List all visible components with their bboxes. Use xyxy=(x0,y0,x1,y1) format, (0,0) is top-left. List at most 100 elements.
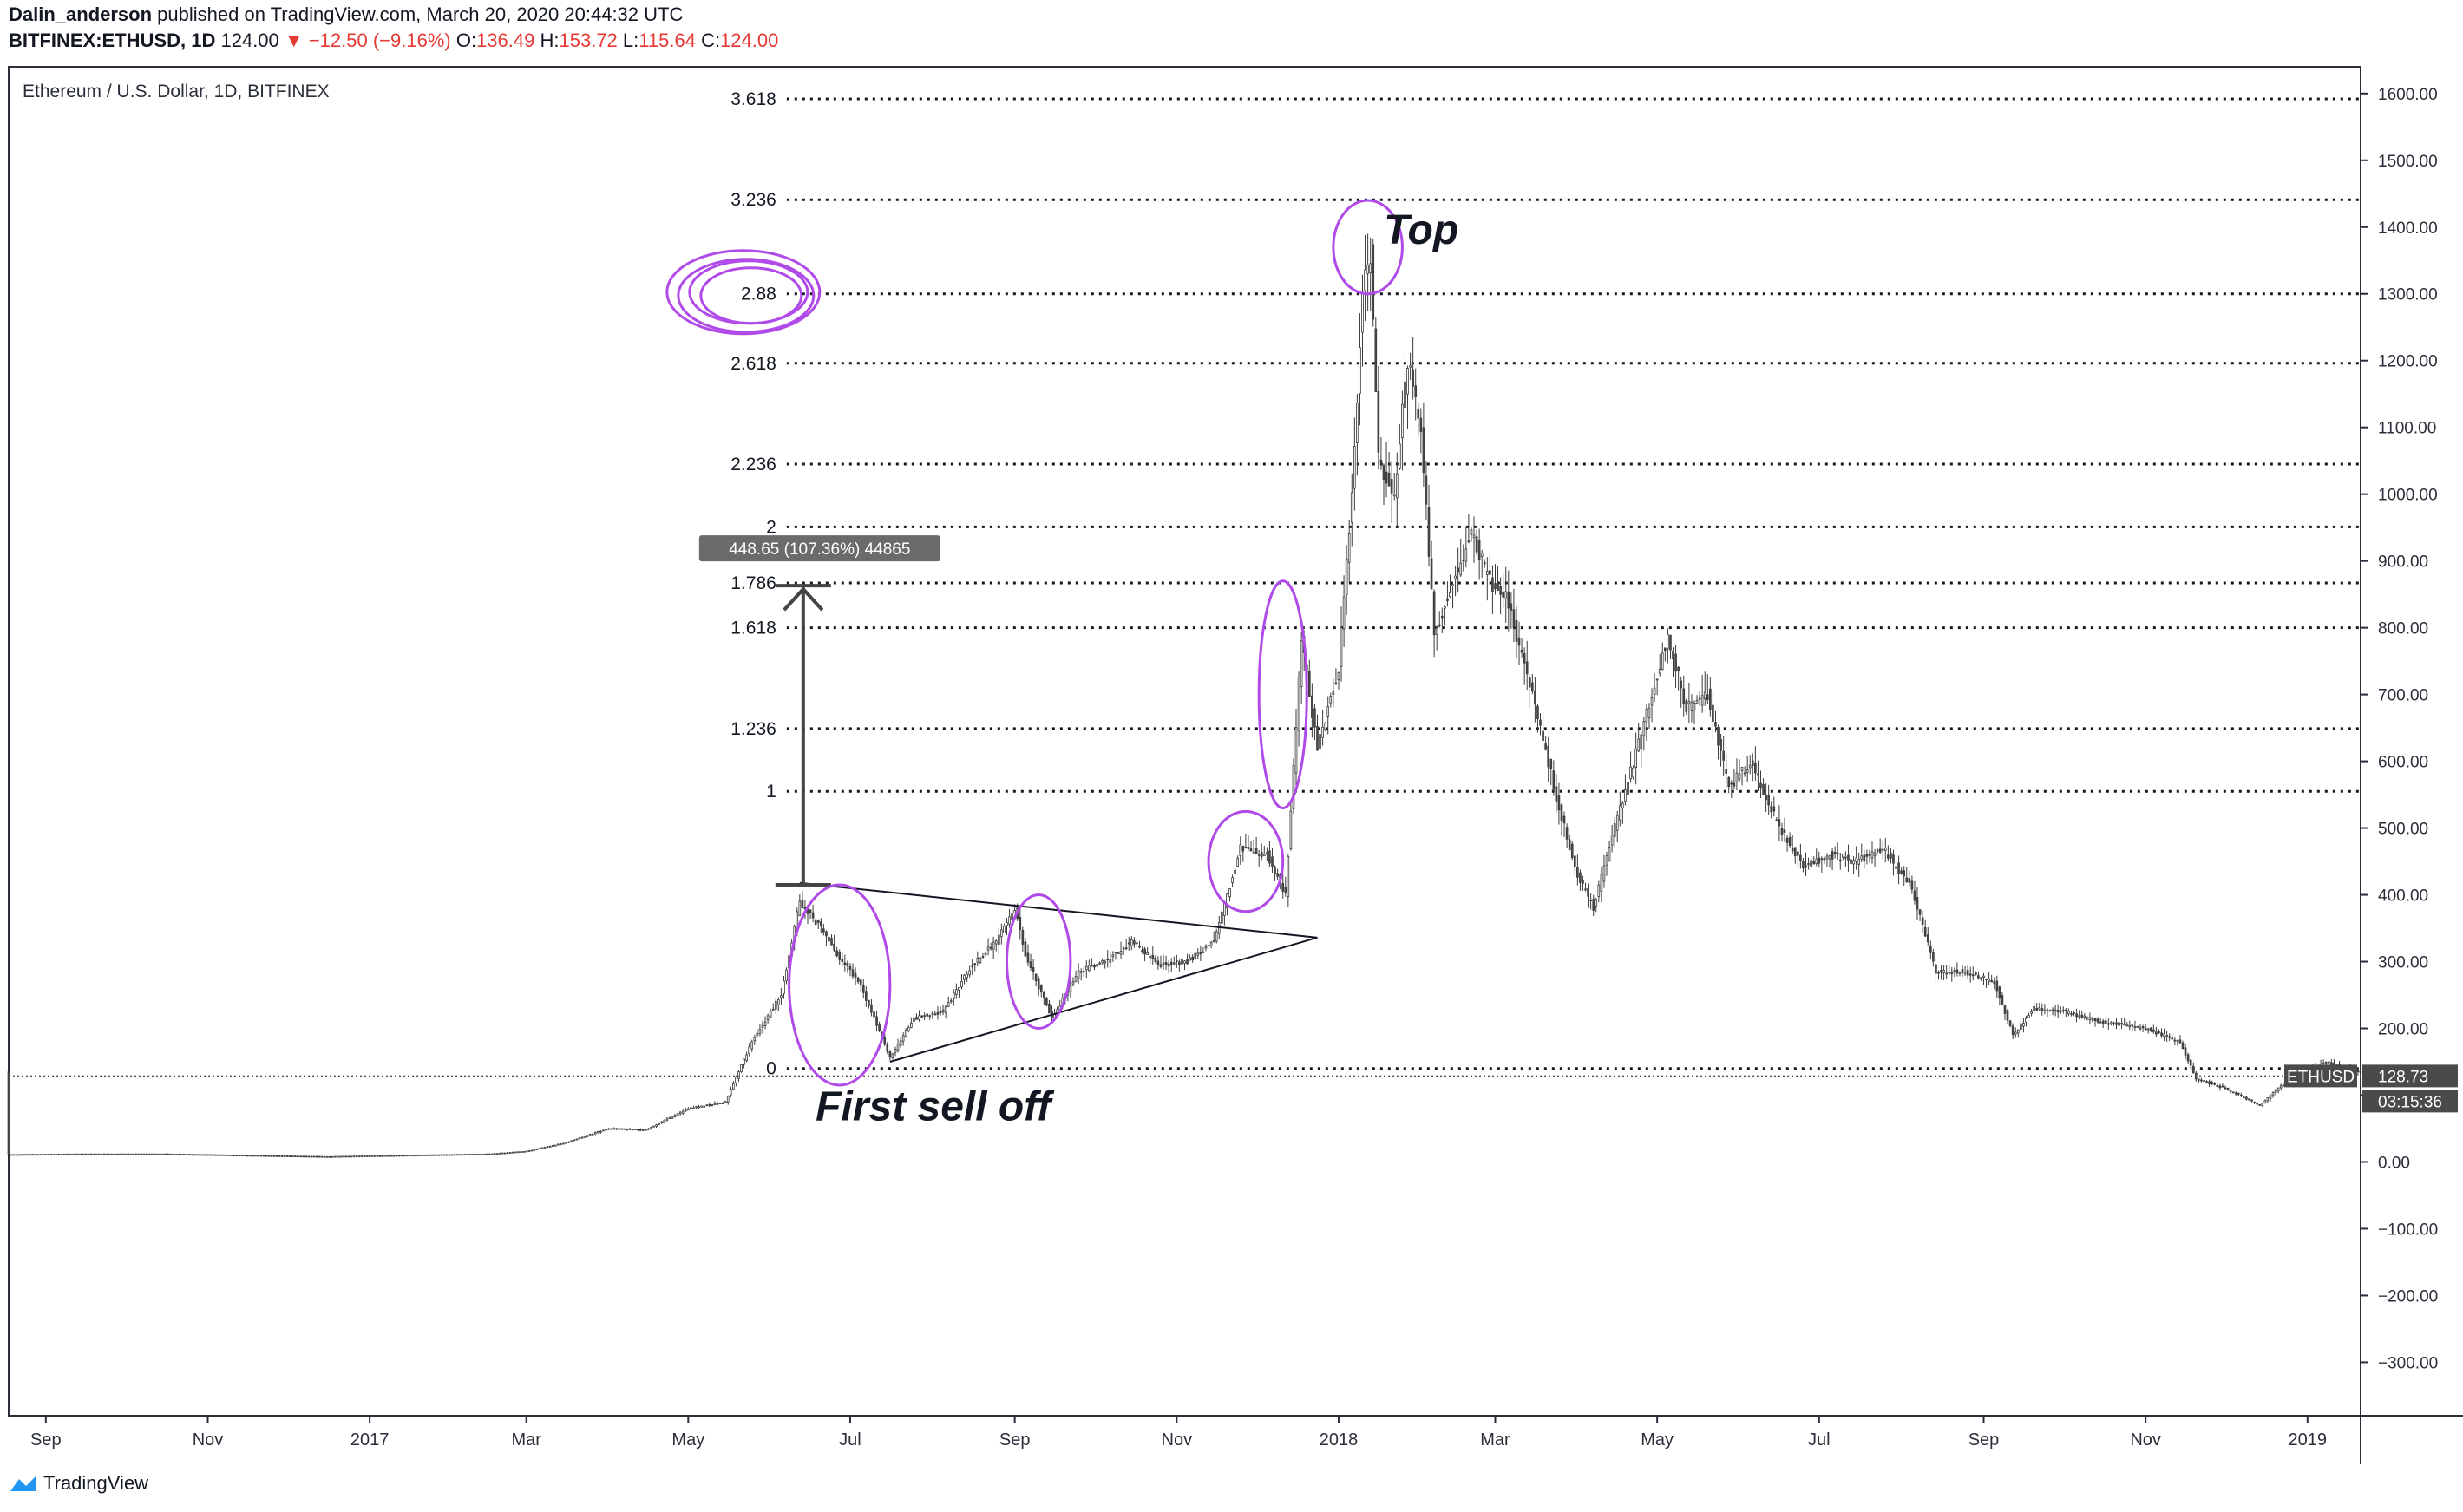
candle-body xyxy=(392,1155,395,1157)
candle-body xyxy=(1178,961,1181,965)
candle-body xyxy=(2126,1024,2129,1026)
candle-body xyxy=(1451,584,1454,586)
candle-body xyxy=(835,950,838,957)
candle-body xyxy=(2061,1010,2065,1011)
candle-body xyxy=(2213,1083,2217,1085)
candle-body xyxy=(1260,852,1263,858)
candle-body xyxy=(76,1153,79,1155)
candle-body xyxy=(275,1155,278,1157)
candle-body xyxy=(350,1155,353,1158)
candle-body xyxy=(575,1138,579,1141)
candle-body xyxy=(1998,986,2001,999)
high-label: H: xyxy=(540,29,560,51)
candle-body xyxy=(1082,971,1085,972)
price-chart[interactable]: Ethereum / U.S. Dollar, 1D, BITFINEX 160… xyxy=(0,0,2463,1468)
candle-body xyxy=(910,1022,913,1029)
y-tick-label: 1200.00 xyxy=(2378,353,2438,371)
candle-body xyxy=(2330,1062,2333,1065)
candle-body xyxy=(1377,390,1380,453)
candle-body xyxy=(119,1153,121,1155)
candle-body xyxy=(1783,829,1786,833)
y-tick-label: 400.00 xyxy=(2378,887,2428,906)
drawings: ETHUSD 128.73 03:15:36 448.65 (107.36%) 448… xyxy=(9,535,2458,1113)
y-tick-label: 800.00 xyxy=(2378,620,2428,638)
candle-body xyxy=(1287,856,1290,897)
candle-body xyxy=(886,1044,889,1052)
candle-body xyxy=(2266,1097,2270,1102)
measure-label-box xyxy=(698,535,940,562)
candle-body xyxy=(816,919,820,923)
candle-body xyxy=(780,995,783,998)
close-value: 124.00 xyxy=(720,29,779,51)
candle-body xyxy=(1271,856,1274,867)
candle-body xyxy=(678,1111,682,1115)
candle-body xyxy=(177,1154,180,1155)
candle-body xyxy=(1810,860,1812,867)
candle-body xyxy=(1791,848,1794,852)
candle-body xyxy=(2003,1005,2007,1014)
candle-body xyxy=(1262,853,1266,856)
candle-body xyxy=(660,1121,664,1123)
x-tick-label: Mar xyxy=(1480,1430,1510,1450)
candle-body xyxy=(2231,1091,2235,1094)
candle-body xyxy=(899,1040,902,1046)
last-price-label: 128.73 xyxy=(2378,1068,2428,1086)
candle-body xyxy=(403,1155,406,1157)
candle-body xyxy=(2158,1031,2160,1033)
author-name[interactable]: Dalin_anderson xyxy=(9,3,153,25)
candle-body xyxy=(1399,443,1401,469)
x-tick-label: May xyxy=(671,1430,704,1450)
candle-body xyxy=(2279,1084,2283,1089)
candle-body xyxy=(1560,804,1563,821)
candle-body xyxy=(533,1149,536,1151)
candle-body xyxy=(1019,916,1022,931)
candle-body xyxy=(1730,782,1733,785)
candle-body xyxy=(244,1155,246,1157)
candle-body xyxy=(1985,979,1988,981)
candle-body xyxy=(1850,859,1852,864)
candle-body xyxy=(1932,952,1935,962)
candle-body xyxy=(868,999,870,1006)
candle-body xyxy=(2070,1013,2073,1016)
candle-body xyxy=(1695,700,1699,704)
candle-body xyxy=(246,1155,249,1157)
candle-body xyxy=(554,1144,557,1147)
y-tick-label: 200.00 xyxy=(2378,1021,2428,1039)
candle-body xyxy=(1547,745,1550,768)
candle-body xyxy=(2324,1061,2328,1064)
candle-body xyxy=(777,999,780,1005)
candle-body xyxy=(62,1153,66,1155)
candle-body xyxy=(1838,859,1842,861)
candle-body xyxy=(1778,819,1781,827)
candle-body xyxy=(1149,956,1152,959)
candle-body xyxy=(811,912,815,919)
candle-body xyxy=(1289,810,1293,849)
candle-body xyxy=(1432,591,1436,636)
candle-body xyxy=(116,1153,119,1155)
candle-body xyxy=(1940,969,1942,973)
candle-body xyxy=(1733,782,1736,787)
candle-body xyxy=(1669,634,1672,651)
candle-body xyxy=(1374,328,1378,392)
candle-body xyxy=(517,1151,520,1154)
candle-body xyxy=(387,1155,390,1157)
candle-body xyxy=(2261,1103,2264,1106)
candle-body xyxy=(891,1053,894,1058)
candle-body xyxy=(769,1011,772,1018)
candle-body xyxy=(1963,972,1967,974)
candle-body xyxy=(147,1153,151,1155)
candle-body xyxy=(291,1155,294,1157)
candle-body xyxy=(992,941,995,950)
tradingview-footer[interactable]: TradingView xyxy=(9,1468,148,1499)
candle-body xyxy=(1881,848,1884,851)
candle-body xyxy=(1807,863,1810,865)
candle-body xyxy=(756,1032,759,1037)
candle-body xyxy=(1690,701,1693,711)
candle-body xyxy=(1039,984,1043,992)
candle-body xyxy=(2008,1020,2012,1026)
candle-body xyxy=(1347,533,1351,563)
candle-body xyxy=(761,1024,764,1029)
candle-body xyxy=(1104,961,1107,964)
candle-body xyxy=(918,1015,920,1020)
candle-body xyxy=(641,1129,645,1131)
